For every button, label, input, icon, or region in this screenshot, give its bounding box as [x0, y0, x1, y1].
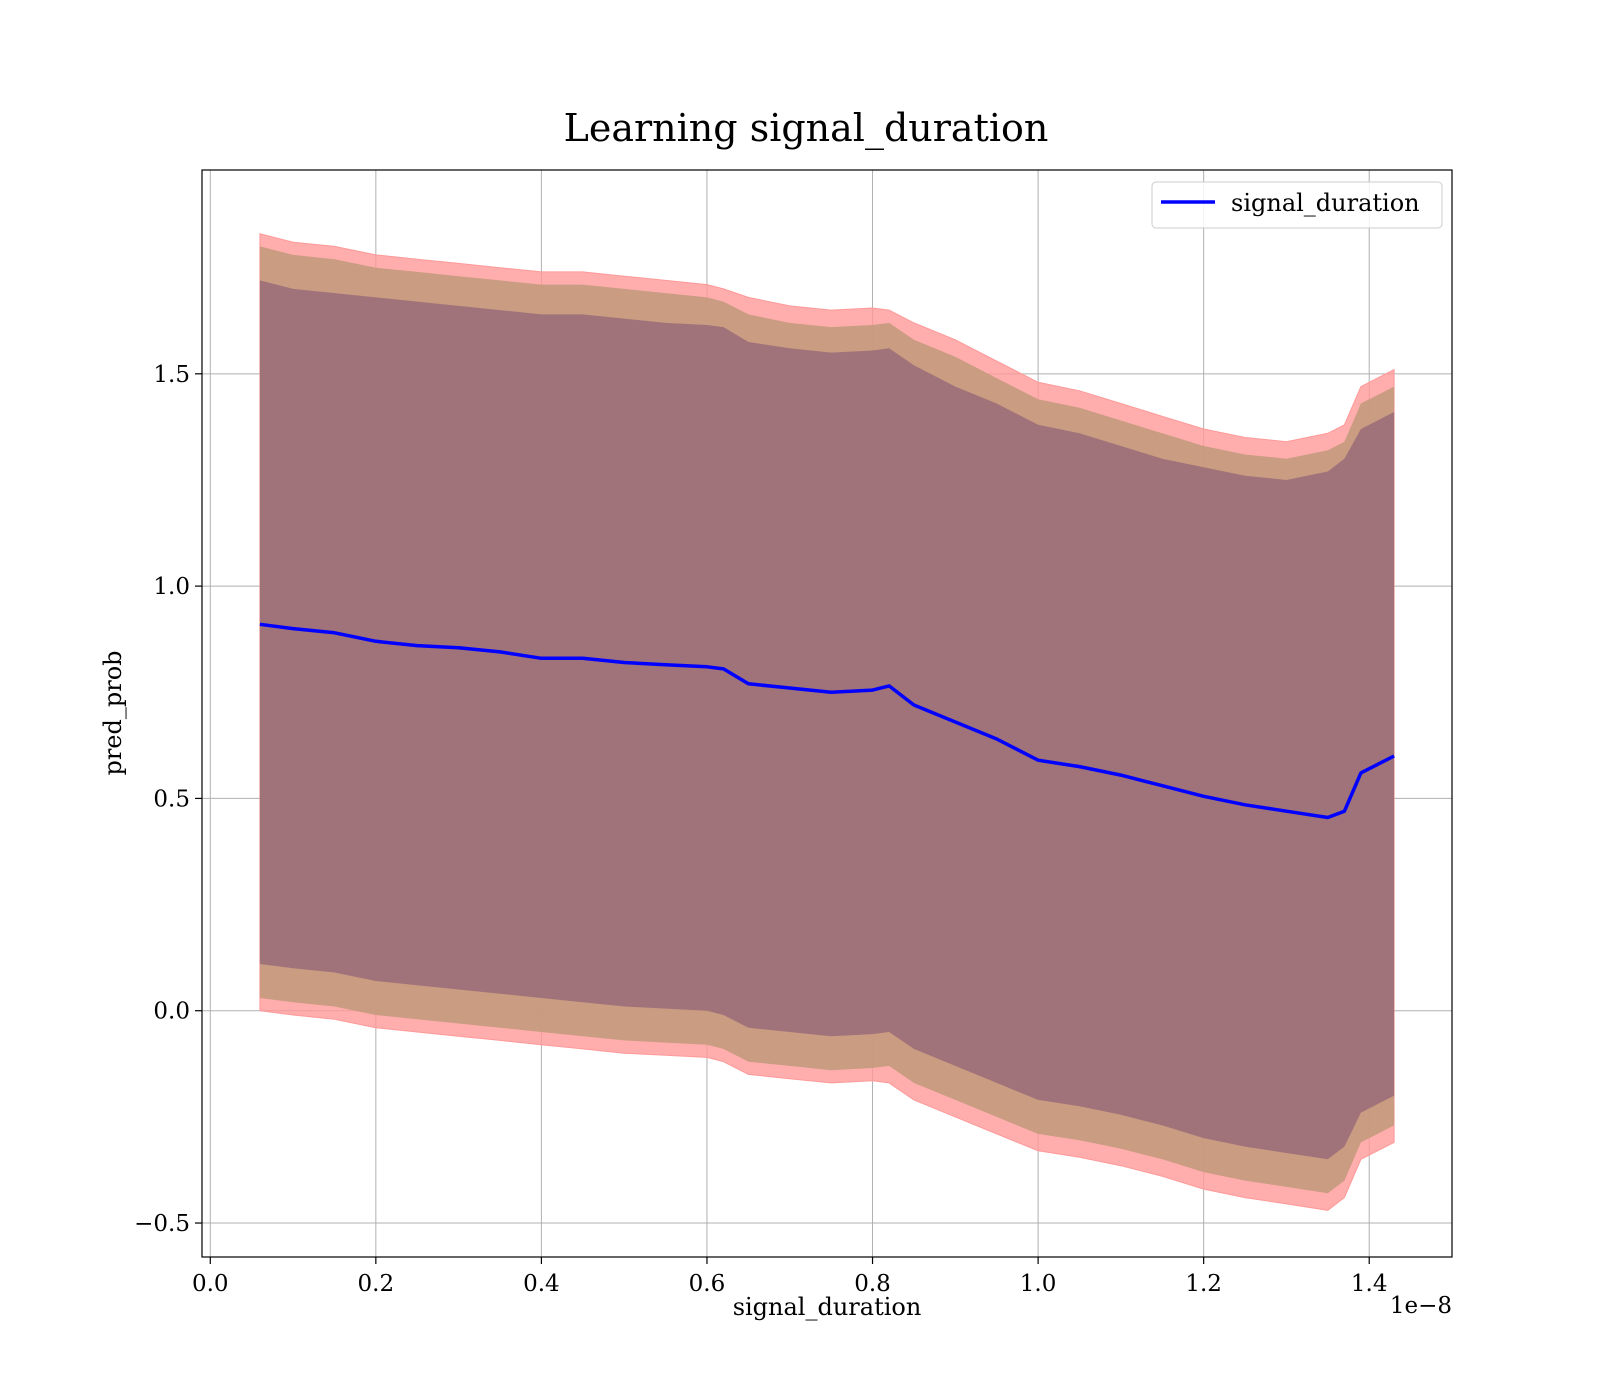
y-tick-label: −0.5 [134, 1211, 190, 1237]
uncertainty-bands [259, 233, 1395, 1211]
series-lines [259, 622, 1395, 820]
x-tick-label: 0.4 [523, 1271, 560, 1297]
x-tick-label: 0.2 [358, 1271, 395, 1297]
series-line-signal-duration [259, 622, 1395, 820]
y-tick-label: 1.5 [153, 362, 190, 388]
y-tick-label: 0.0 [153, 999, 190, 1025]
legend-entry-signal-duration: signal_duration [1231, 189, 1420, 217]
x-axis-label: signal_duration [733, 1293, 922, 1321]
y-axis-label: pred_prob [99, 650, 127, 775]
inner-band [259, 280, 1395, 1160]
x-tick-label: 1.4 [1351, 1271, 1388, 1297]
chart-title: Learning signal_duration [564, 106, 1049, 151]
x-tick-label: 0.8 [854, 1271, 891, 1297]
y-tick-label: 1.0 [153, 574, 190, 600]
x-axis-offset-label: 1e−8 [1390, 1293, 1452, 1319]
plot-frame [201, 169, 1453, 1258]
axis-ticks: 0.0 0.2 0.4 0.6 0.8 1.0 1.2 1.4 −0.5 0.0 0.5 1.0 1.5 [134, 362, 1387, 1297]
x-tick-label: 0.6 [689, 1271, 726, 1297]
x-tick-label: 1.2 [1185, 1271, 1222, 1297]
legend-box [1151, 181, 1443, 229]
x-tick-label: 1.0 [1020, 1271, 1057, 1297]
y-tick-label: 0.5 [153, 786, 190, 812]
legend: signal_duration [1151, 181, 1443, 229]
x-tick-label: 0.0 [192, 1271, 229, 1297]
